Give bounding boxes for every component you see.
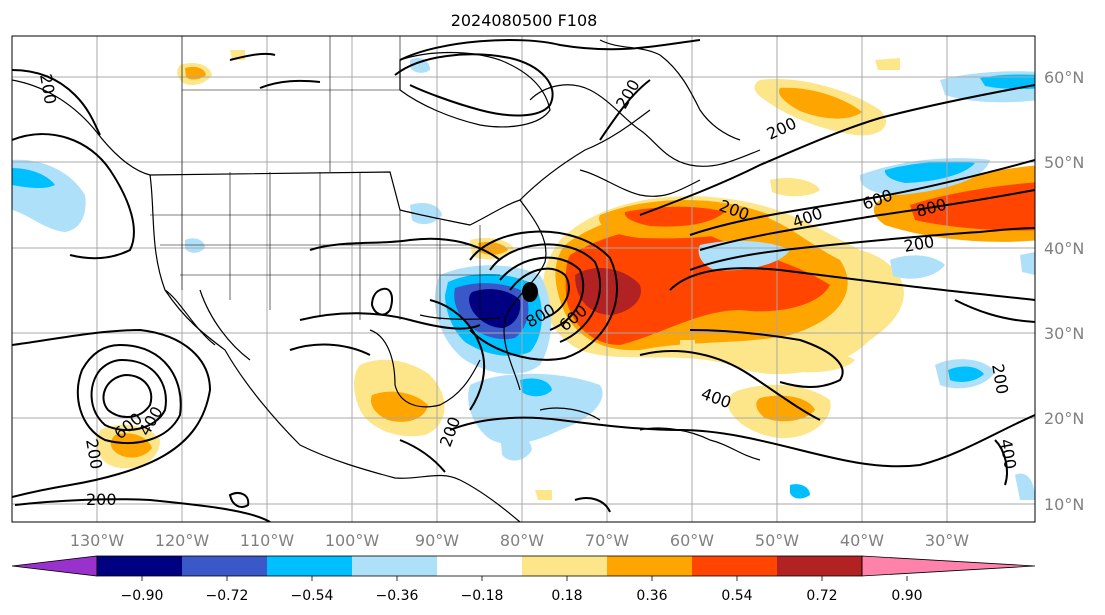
positive-anomaly-area — [535, 490, 552, 500]
map-frame — [11, 35, 1036, 523]
colorbar-swatch — [182, 556, 267, 576]
lat-label: 30°N — [1044, 324, 1084, 343]
positive-anomaly-area — [756, 395, 815, 422]
negative-anomaly-area — [410, 58, 430, 73]
positive-anomaly-area — [767, 348, 855, 373]
negative-anomaly-area — [980, 74, 1035, 90]
lat-label: 60°N — [1044, 68, 1084, 87]
colorbar-tick-label: 0.18 — [551, 588, 582, 604]
colorbar-tick-label: 0.90 — [891, 588, 922, 604]
negative-anomaly-area — [500, 429, 532, 461]
colorbar-swatch — [692, 556, 777, 576]
negative-anomaly-area — [1015, 473, 1035, 500]
colorbar-ticks — [141, 576, 908, 581]
colorbar-swatch — [267, 556, 352, 576]
negative-anomaly-area — [410, 203, 442, 225]
negative-anomaly-area — [12, 168, 55, 189]
positive-anomaly-area — [370, 391, 428, 422]
lon-label: 40°W — [840, 531, 884, 550]
colorbar-tick-label: −0.72 — [206, 588, 249, 604]
lat-label: 50°N — [1044, 153, 1084, 172]
lat-label: 10°N — [1044, 495, 1084, 514]
colorbar-tick-label: 0.72 — [806, 588, 837, 604]
colorbar-swatch — [352, 556, 437, 576]
lon-label: 80°W — [500, 531, 544, 550]
lon-label: 100°W — [325, 531, 380, 550]
colorbar-tick-label: 0.36 — [636, 588, 667, 604]
colorbar-swatch — [607, 556, 692, 576]
contour-lines — [12, 39, 1035, 522]
lon-label: 70°W — [585, 531, 629, 550]
colorbar-tick-label: −0.54 — [291, 588, 334, 604]
colorbar-tick-label: −0.90 — [121, 588, 164, 604]
storm-center-marker — [522, 282, 538, 302]
lon-label: 50°W — [755, 531, 799, 550]
lon-label: 110°W — [240, 531, 295, 550]
map-area: 200 200 200 600 400 600 400 200 800 200 … — [12, 36, 1035, 522]
negative-anomaly-area — [469, 289, 521, 328]
longitude-labels: 130°W 120°W 110°W 100°W 90°W 80°W 70°W 6… — [70, 531, 969, 550]
positive-anomaly-area — [770, 178, 820, 197]
lon-label: 90°W — [415, 531, 459, 550]
negative-anomaly-area — [185, 238, 205, 253]
colorbar-extend-left — [11, 555, 98, 577]
colorbar-tick-label: 0.54 — [721, 588, 752, 604]
negative-anomaly-area — [884, 161, 975, 183]
lon-label: 130°W — [70, 531, 125, 550]
positive-anomaly-area — [110, 433, 152, 458]
lat-label: 40°N — [1044, 239, 1084, 258]
colorbar-swatch — [97, 556, 182, 576]
colorbar-swatch — [777, 556, 862, 576]
negative-anomaly-area — [790, 484, 810, 499]
positive-anomaly-area — [910, 182, 1035, 231]
positive-anomaly-area — [778, 87, 862, 119]
positive-anomaly-area — [575, 267, 641, 315]
colorbar-swatch — [522, 556, 607, 576]
negative-anomaly-area — [948, 366, 984, 382]
map-title: 2024080500 F108 — [451, 11, 598, 30]
contour-label: 200 — [86, 490, 117, 509]
state-borders — [150, 36, 500, 320]
negative-anomaly-area — [520, 378, 552, 397]
colorbar-extend-right — [861, 555, 1036, 577]
lon-label: 60°W — [670, 531, 714, 550]
colorbar-tick-label: −0.18 — [461, 588, 504, 604]
colorbar: −0.90 −0.72 −0.54 −0.36 −0.18 0.18 0.36 … — [11, 555, 1036, 604]
negative-anomaly-area — [890, 255, 945, 279]
lon-label: 120°W — [155, 531, 210, 550]
latitude-labels: 60°N 50°N 40°N 30°N 20°N 10°N — [1044, 68, 1084, 514]
negative-anomaly-area — [1020, 252, 1035, 275]
colorbar-tick-label: −0.36 — [376, 588, 419, 604]
lat-label: 20°N — [1044, 409, 1084, 428]
colorbar-swatch — [437, 556, 522, 576]
positive-anomaly-area — [875, 58, 900, 70]
negative-anomaly-area — [468, 373, 603, 445]
positive-anomaly-area — [185, 66, 206, 80]
lon-label: 30°W — [925, 531, 969, 550]
